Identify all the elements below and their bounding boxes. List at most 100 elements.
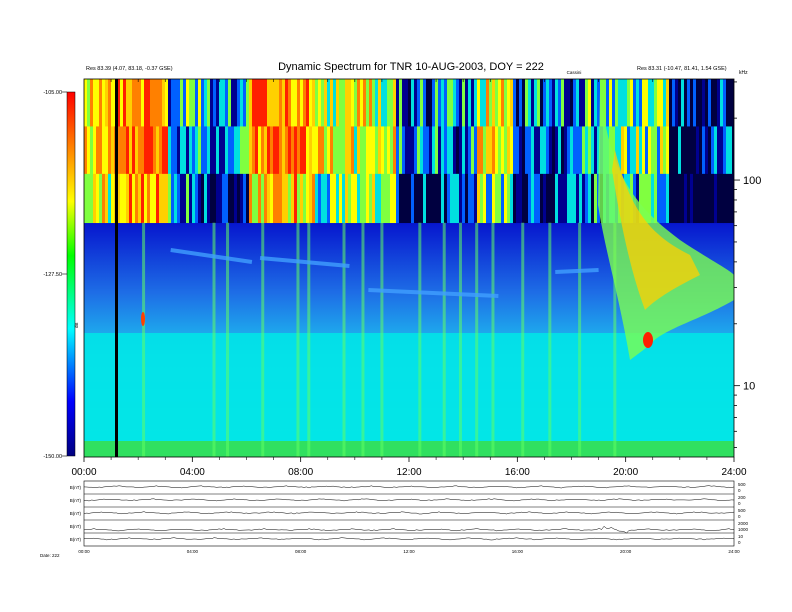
- spectrogram-cell: [174, 173, 178, 224]
- spectrogram-cell: [567, 79, 571, 127]
- spectrogram-cell: [648, 126, 652, 175]
- spectrogram-cell: [456, 79, 460, 127]
- spectrogram-cell: [549, 126, 553, 175]
- spectrogram-cell: [513, 79, 517, 127]
- spectrogram-cell: [162, 173, 166, 224]
- spectrogram-cell: [96, 126, 100, 175]
- spectrogram-cell: [549, 79, 553, 127]
- spectrogram-cell: [585, 173, 589, 224]
- spectrogram-cell: [327, 173, 331, 224]
- spectrogram-cell: [723, 126, 727, 175]
- spectrogram-cell: [570, 173, 574, 224]
- spectrogram-cell: [693, 79, 697, 127]
- spectrogram-cell: [90, 79, 94, 127]
- spectrogram-cell: [357, 79, 361, 127]
- spectrogram-cell: [435, 173, 439, 224]
- spectrogram-cell: [417, 79, 421, 127]
- spectrogram-cell: [222, 79, 226, 127]
- spectrogram-cell: [180, 173, 184, 224]
- spectrogram-cell: [549, 173, 553, 224]
- spectrogram-cell: [651, 79, 655, 127]
- spectrogram-cell: [390, 126, 394, 175]
- spectrogram-cell: [615, 79, 619, 127]
- spectrogram-cell: [690, 126, 694, 175]
- spectrogram-cell: [120, 126, 124, 175]
- spectrogram-cell: [513, 126, 517, 175]
- spectrogram-cell: [420, 126, 424, 175]
- spectrogram-cell: [411, 173, 415, 224]
- spectrogram-cell: [108, 79, 112, 127]
- x-tick-label: 00:00: [71, 467, 96, 478]
- spectrogram-cell: [375, 173, 379, 224]
- spectrogram-cell: [105, 173, 109, 224]
- spectrogram-cell: [288, 173, 292, 224]
- mag-scale-label: 0: [738, 514, 741, 519]
- spectrogram-cell: [495, 126, 499, 175]
- spectrogram-cell: [447, 173, 451, 224]
- spectrogram-cell: [378, 126, 382, 175]
- mag-series-label: B(nT): [70, 498, 82, 503]
- spectrogram-cell: [270, 126, 274, 175]
- spectrogram-cell: [135, 79, 139, 127]
- x-tick-label: 04:00: [180, 467, 205, 478]
- spectrogram-cell: [492, 173, 496, 224]
- spectrogram-cell: [348, 126, 352, 175]
- spectrogram-cell: [639, 126, 643, 175]
- spectrogram-cell: [282, 126, 286, 175]
- spectrogram-cell: [96, 173, 100, 224]
- spectrogram-cell: [336, 79, 340, 127]
- spectrogram-cell: [189, 173, 193, 224]
- spectrogram-cell: [117, 126, 121, 175]
- spectrogram-cell: [195, 126, 199, 175]
- spectrogram-cell: [249, 173, 253, 224]
- spectrogram-cell: [354, 126, 358, 175]
- spectrogram-cell: [384, 79, 388, 127]
- spectrogram-cell: [732, 126, 734, 175]
- spectrogram-cell: [168, 126, 172, 175]
- spectrogram-cell: [519, 173, 523, 224]
- spectrogram-cell: [540, 79, 544, 127]
- spectrogram-cell: [255, 79, 259, 127]
- spectrogram-cell: [105, 79, 109, 127]
- spectrogram-cell: [402, 173, 406, 224]
- spectrogram-cell: [102, 126, 106, 175]
- spectrogram-cell: [210, 126, 214, 175]
- spectrogram-cell: [213, 126, 217, 175]
- mag-trace: [83, 525, 735, 534]
- burst-streak: [261, 222, 265, 457]
- spectrogram-cell: [453, 79, 457, 127]
- spectrogram-cell: [561, 79, 565, 127]
- spectrogram: [84, 79, 734, 457]
- spectrogram-cell: [219, 126, 223, 175]
- spectrogram-cell: [426, 173, 430, 224]
- spectrogram-cell: [186, 79, 190, 127]
- spectrogram-cell: [360, 126, 364, 175]
- spectrogram-cell: [177, 173, 181, 224]
- spectrogram-cell: [483, 126, 487, 175]
- spectrogram-cell: [450, 79, 454, 127]
- spectrogram-cell: [627, 79, 631, 127]
- spectrogram-cell: [441, 173, 445, 224]
- spectrogram-cell: [573, 126, 577, 175]
- spectrogram-cell: [414, 173, 418, 224]
- spectrogram-cell: [177, 79, 181, 127]
- spectrogram-cell: [84, 173, 88, 224]
- spectrogram-cell: [312, 126, 316, 175]
- burst-streak: [342, 222, 346, 457]
- spectrogram-cell: [429, 126, 433, 175]
- spectrogram-cell: [489, 126, 493, 175]
- spectrogram-cell: [552, 79, 556, 127]
- spectrogram-cell: [414, 79, 418, 127]
- spectrogram-cell: [411, 79, 415, 127]
- spectrogram-cell: [222, 173, 226, 224]
- spectrogram-cell: [657, 79, 661, 127]
- spectrogram-cell: [207, 173, 211, 224]
- drift-feature: [368, 288, 499, 298]
- spectrogram-cell: [240, 79, 244, 127]
- spectrogram-cell: [324, 79, 328, 127]
- spectrogram-cell: [636, 79, 640, 127]
- spectrogram-cell: [420, 79, 424, 127]
- spectrogram-cell: [522, 126, 526, 175]
- spectrogram-cell: [468, 126, 472, 175]
- spectrogram-cell: [132, 79, 136, 127]
